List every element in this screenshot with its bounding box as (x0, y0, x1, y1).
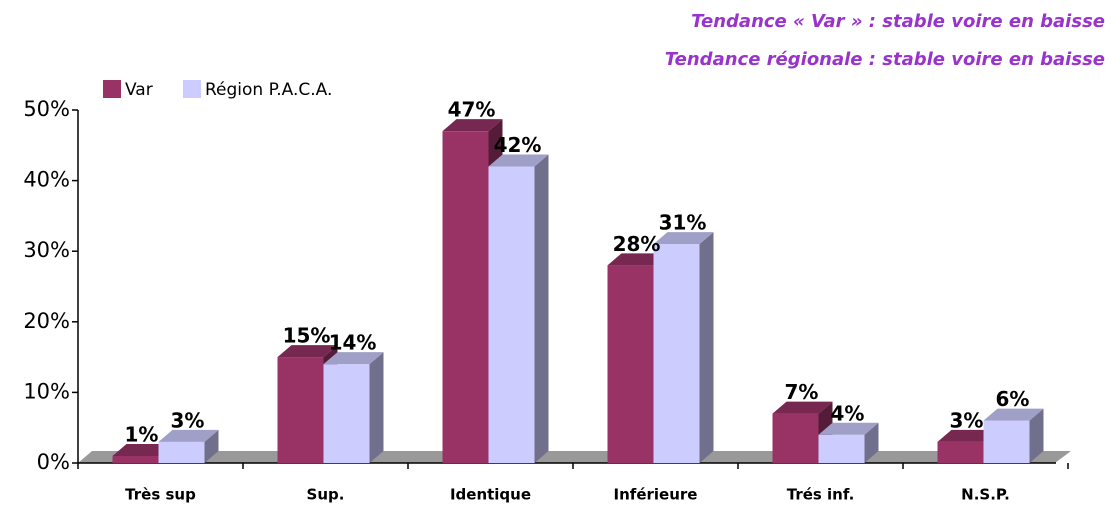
bar (983, 420, 1030, 463)
y-tick-label: 0% (37, 450, 70, 474)
y-tick-label: 50% (23, 97, 70, 121)
value-label: 14% (329, 331, 377, 355)
legend-label: Var (125, 80, 153, 100)
bar-side (369, 352, 384, 463)
x-tick-label: Inférieure (614, 486, 698, 504)
bar (818, 434, 865, 463)
value-label: 42% (494, 133, 542, 157)
bar (112, 455, 159, 463)
y-tick-label: 20% (23, 309, 70, 333)
value-label: 3% (171, 408, 205, 432)
floor (78, 451, 1071, 463)
x-tick-label: Trés inf. (787, 486, 855, 504)
value-label: 15% (283, 324, 331, 348)
annotation: Tendance « Var » : stable voire en baiss… (691, 11, 1105, 32)
bar (607, 265, 654, 463)
bar-top (653, 232, 714, 245)
bar-top (488, 154, 549, 167)
bar-side (204, 429, 219, 463)
bar-top (158, 429, 219, 442)
annotation: Tendance régionale : stable voire en bai… (665, 49, 1105, 70)
bar-side (1029, 408, 1044, 463)
y-tick-label: 40% (23, 168, 70, 192)
value-label: 7% (785, 380, 819, 404)
x-tick-label: Sup. (307, 486, 345, 504)
bar-top (277, 345, 338, 358)
legend-swatch (103, 80, 121, 98)
bar (488, 166, 535, 464)
bar (158, 441, 205, 463)
value-label: 3% (950, 408, 984, 432)
value-label: 31% (659, 211, 707, 235)
value-label: 6% (996, 387, 1030, 411)
bar (323, 364, 370, 463)
bar-side (534, 154, 549, 464)
legend-swatch (183, 80, 201, 98)
legend-label: Région P.A.C.A. (205, 80, 332, 100)
bar-top (323, 352, 384, 365)
bar-top (607, 253, 668, 266)
bar (653, 244, 700, 463)
bar-top (772, 401, 833, 414)
value-label: 47% (448, 98, 496, 122)
bar-side (699, 232, 714, 463)
value-label: 4% (831, 401, 865, 425)
bar (442, 131, 489, 463)
y-tick-label: 10% (23, 379, 70, 403)
x-tick-label: Très sup (125, 486, 196, 504)
bar-top (983, 408, 1044, 421)
bar-top (937, 429, 998, 442)
x-tick-label: Identique (450, 486, 531, 504)
bar-top (442, 119, 503, 132)
value-label: 1% (125, 422, 159, 446)
x-tick-label: N.S.P. (961, 486, 1010, 504)
bar-top (112, 443, 173, 456)
bar-top (818, 422, 879, 435)
bar (277, 357, 324, 463)
value-label: 28% (613, 232, 661, 256)
bar-side (864, 422, 879, 463)
bar (937, 441, 984, 463)
bar (772, 413, 819, 463)
y-tick-label: 30% (23, 238, 70, 262)
